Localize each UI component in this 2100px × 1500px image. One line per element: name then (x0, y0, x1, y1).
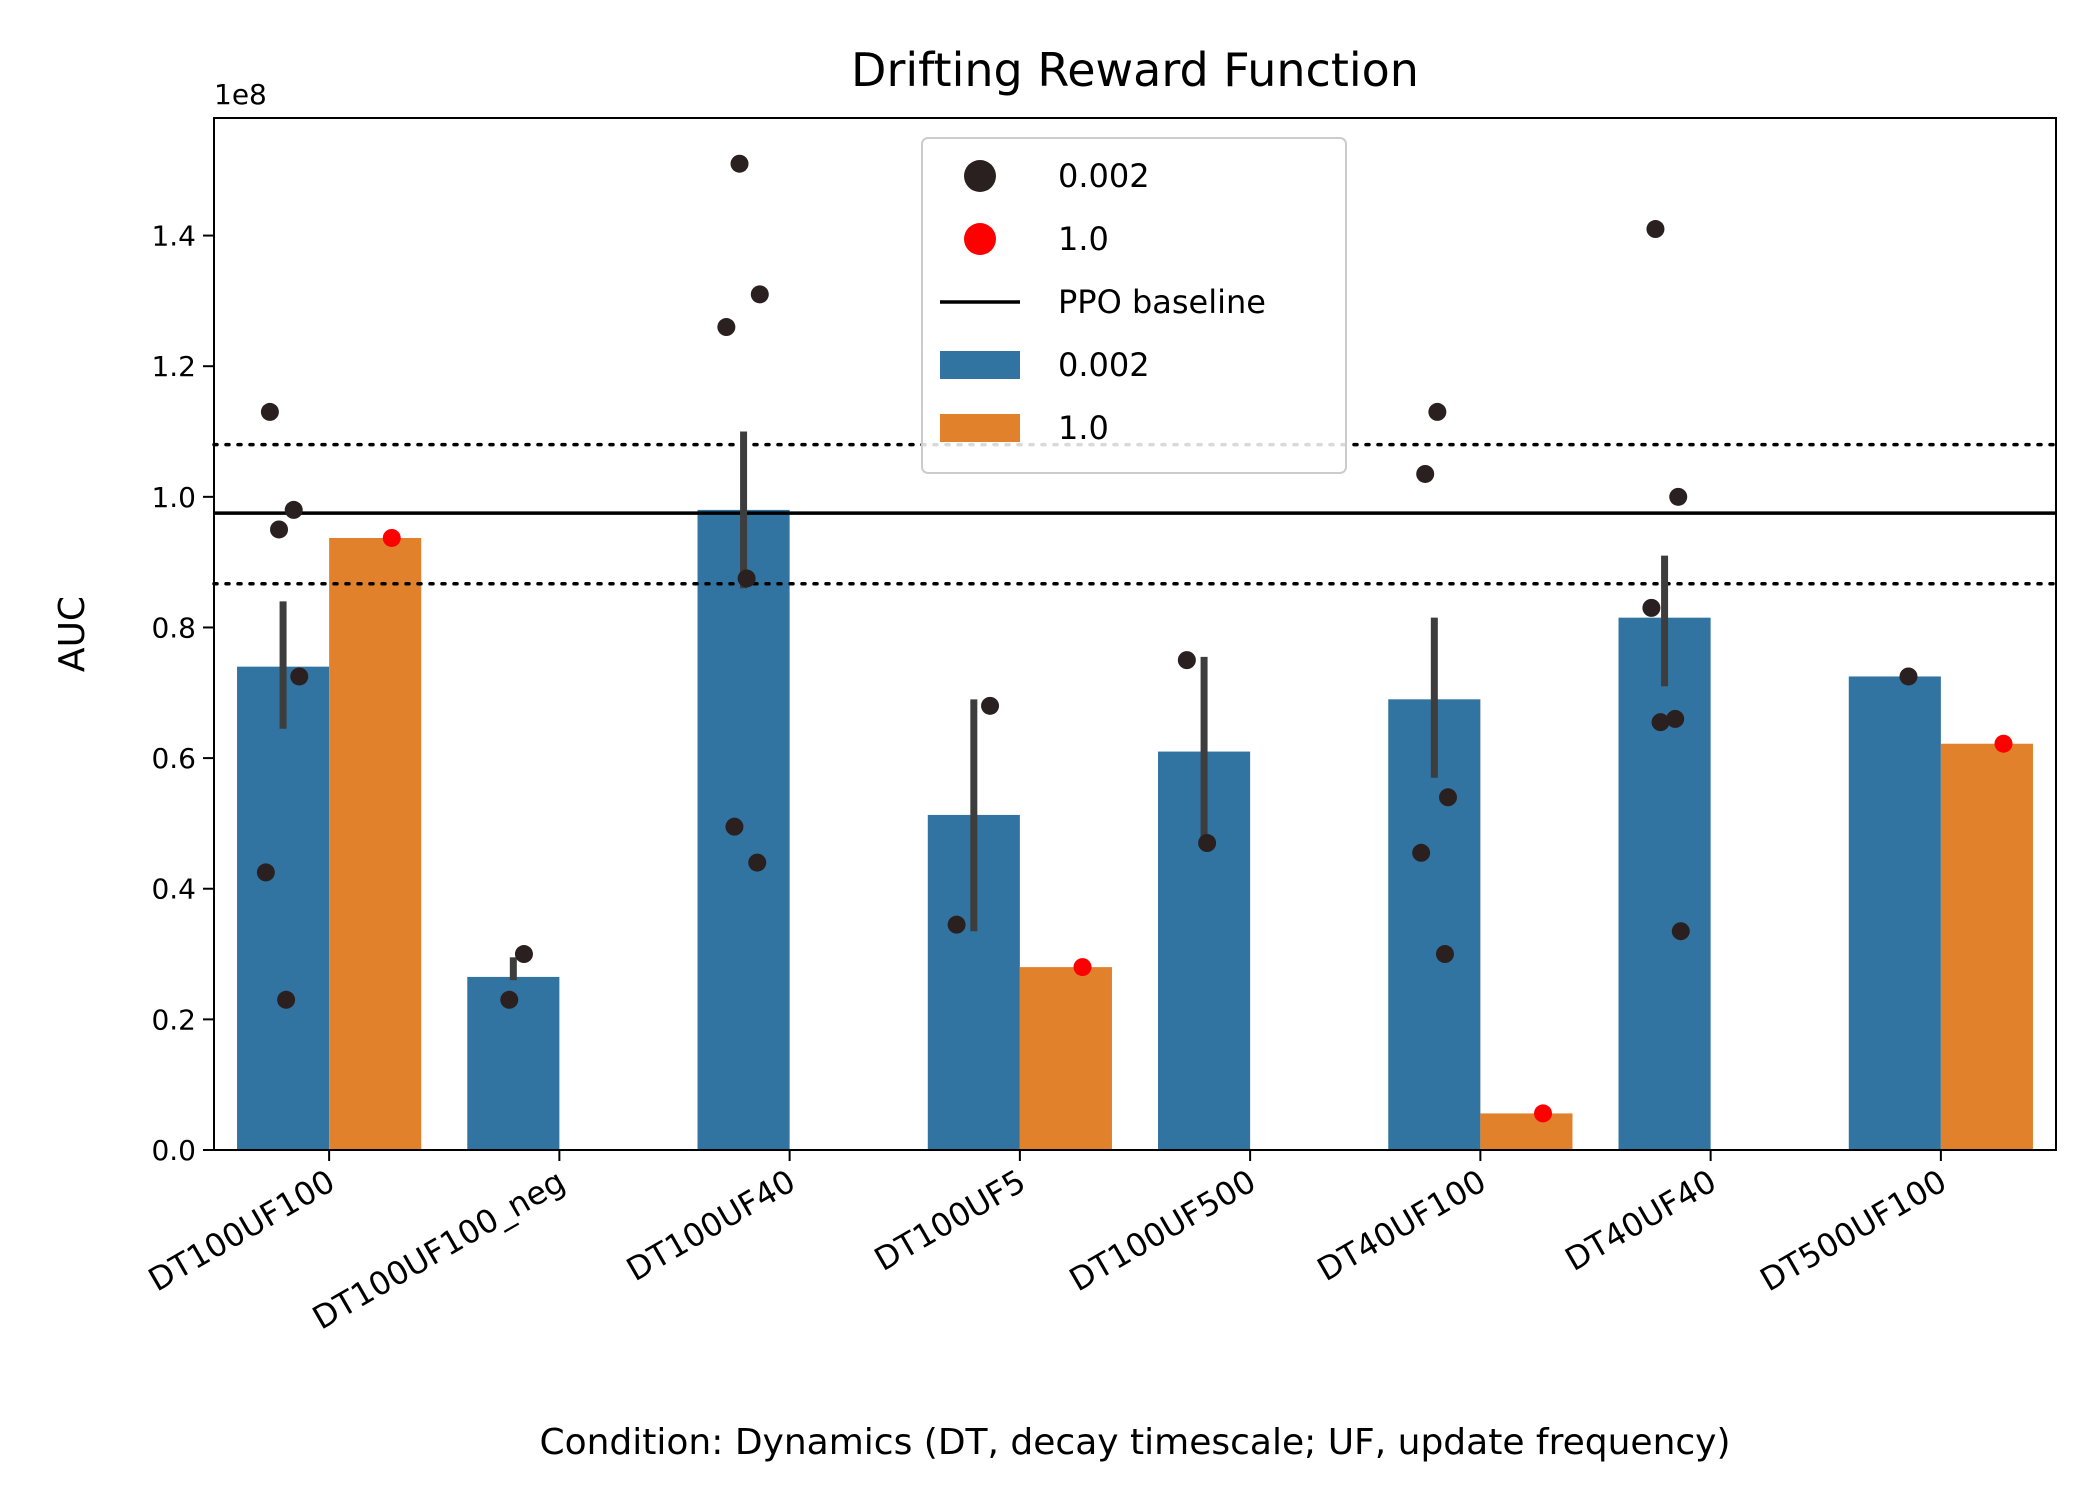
point-1-0-0 (382, 528, 401, 547)
bar-0-6 (1618, 617, 1711, 1150)
legend-marker-0 (964, 160, 996, 192)
point-0-2-4 (725, 817, 744, 836)
x-tick-label-2: DT100UF40 (620, 1162, 802, 1289)
legend-patch-3 (940, 351, 1020, 379)
y-tick-label-3: 0.6 (151, 742, 196, 775)
bar-1-7 (1940, 743, 2033, 1150)
point-0-0-4 (256, 863, 275, 882)
x-tick-label-1: DT100UF100_neg (306, 1162, 571, 1337)
legend-label-3: 0.002 (1058, 346, 1150, 384)
y-tick-label-1: 0.2 (151, 1003, 196, 1036)
point-0-6-5 (1671, 922, 1690, 941)
point-0-4-0 (1177, 651, 1196, 670)
point-0-3-1 (947, 915, 966, 934)
point-0-2-1 (750, 285, 769, 304)
point-1-3-0 (1073, 958, 1092, 977)
legend-marker-1 (964, 223, 996, 255)
legend-box (921, 137, 1347, 474)
point-0-1-0 (514, 945, 533, 964)
x-tick-label-0: DT100UF100 (142, 1162, 341, 1299)
bar-1-5 (1480, 1113, 1573, 1150)
point-0-6-1 (1669, 487, 1688, 506)
x-tick-label-7: DT500UF100 (1754, 1162, 1953, 1299)
legend: 0.002 1.0 PPO baseline 0.002 1.0 (921, 137, 1347, 474)
plot-frame (213, 117, 2057, 1151)
point-0-5-4 (1435, 945, 1454, 964)
point-0-6-2 (1642, 598, 1661, 617)
point-0-4-1 (1198, 834, 1217, 853)
point-0-5-0 (1428, 402, 1447, 421)
chart-title: Drifting Reward Function (851, 43, 1419, 97)
bar-0-0 (237, 666, 330, 1150)
baseline-layer (212, 442, 2058, 586)
point-0-2-0 (730, 154, 749, 173)
point-0-0-5 (277, 990, 296, 1009)
point-0-0-1 (284, 500, 303, 519)
point-1-5-0 (1534, 1104, 1553, 1123)
point-0-6-4 (1651, 713, 1670, 732)
bar-0-7 (1848, 676, 1941, 1150)
x-tick-label-5: DT40UF100 (1311, 1162, 1493, 1289)
y-tick-label-4: 0.8 (151, 611, 196, 644)
legend-label-4: 1.0 (1058, 409, 1109, 447)
point-0-2-3 (737, 569, 756, 588)
y-axis: 0.0 0.2 0.4 0.6 0.8 1.0 1.2 1.4 (151, 220, 214, 1167)
x-tick-label-4: DT100UF500 (1063, 1162, 1262, 1299)
point-0-6-3 (1666, 709, 1685, 728)
bar-0-2 (697, 509, 790, 1150)
y-tick-label-7: 1.4 (151, 220, 196, 253)
y-tick-label-5: 1.0 (151, 481, 196, 514)
point-0-5-1 (1416, 464, 1435, 483)
y-tick-label-0: 0.0 (151, 1134, 196, 1167)
point-0-3-0 (981, 696, 1000, 715)
errorbar-layer (279, 431, 1669, 981)
y-offset-label: 1e8 (214, 78, 267, 111)
y-axis-label: AUC (52, 596, 93, 672)
point-0-2-5 (748, 853, 767, 872)
point-0-0-0 (260, 402, 279, 421)
point-0-1-1 (500, 990, 519, 1009)
legend-patch-4 (940, 414, 1020, 442)
bars-layer (237, 509, 2033, 1150)
legend-label-0: 0.002 (1058, 157, 1150, 195)
point-0-7-0 (1899, 667, 1918, 686)
point-0-2-2 (717, 318, 736, 337)
x-tick-label-6: DT40UF40 (1559, 1162, 1723, 1279)
point-0-5-3 (1412, 843, 1431, 862)
point-1-7-0 (1994, 734, 2013, 753)
point-0-0-2 (270, 520, 289, 539)
legend-label-2: PPO baseline (1058, 283, 1266, 321)
point-0-6-0 (1646, 220, 1665, 239)
point-0-5-2 (1439, 788, 1458, 807)
y-tick-label-6: 1.2 (151, 350, 196, 383)
y-tick-label-2: 0.4 (151, 873, 196, 906)
bar-1-3 (1019, 967, 1112, 1150)
bar-1-0 (329, 537, 422, 1150)
points-layer (256, 154, 2013, 1123)
x-tick-label-3: DT100UF5 (868, 1162, 1032, 1279)
x-axis-label: Condition: Dynamics (DT, decay timescale… (539, 1422, 1730, 1463)
point-0-0-3 (290, 667, 309, 686)
legend-label-1: 1.0 (1058, 220, 1109, 258)
